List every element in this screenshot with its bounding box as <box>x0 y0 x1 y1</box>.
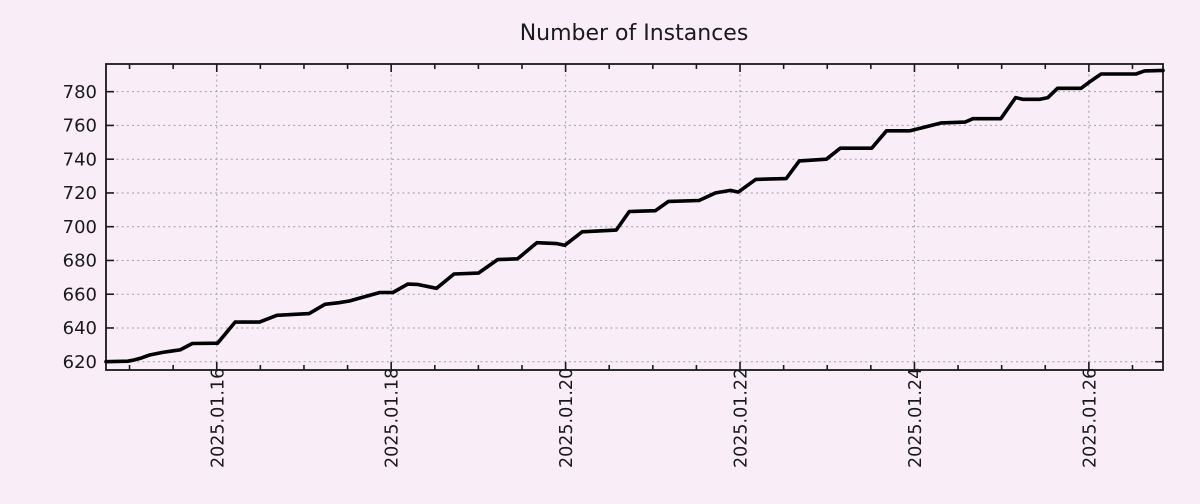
y-tick-label: 760 <box>63 116 97 137</box>
y-tick-label: 620 <box>63 352 97 373</box>
x-tick-label: 2025.01.26 <box>1080 368 1100 468</box>
y-tick-label: 720 <box>63 183 97 204</box>
x-tick-label: 2025.01.22 <box>732 368 752 468</box>
y-tick-label: 700 <box>63 217 97 238</box>
x-tick-label: 2025.01.16 <box>208 368 228 468</box>
y-tick-label: 740 <box>63 149 97 170</box>
grid-lines <box>106 64 1163 370</box>
x-tick-label: 2025.01.18 <box>383 368 403 468</box>
x-tick-label: 2025.01.20 <box>557 368 577 468</box>
y-tick-label: 680 <box>63 251 97 272</box>
x-axis-tick-labels: 2025.01.16 2025.01.18 2025.01.20 2025.01.22… <box>208 368 1100 468</box>
y-tick-label: 660 <box>63 284 97 305</box>
plot-frame <box>105 63 1164 371</box>
series-line-instances <box>104 68 1165 364</box>
y-tick-label: 640 <box>63 318 97 339</box>
chart-title: Number of Instances <box>520 21 749 46</box>
y-tick-label: 780 <box>63 82 97 103</box>
x-tick-label: 2025.01.24 <box>906 368 926 468</box>
axis-ticks <box>106 64 1163 370</box>
y-axis-tick-labels: 620 640 660 680 700 720 740 760 780 <box>63 82 97 373</box>
